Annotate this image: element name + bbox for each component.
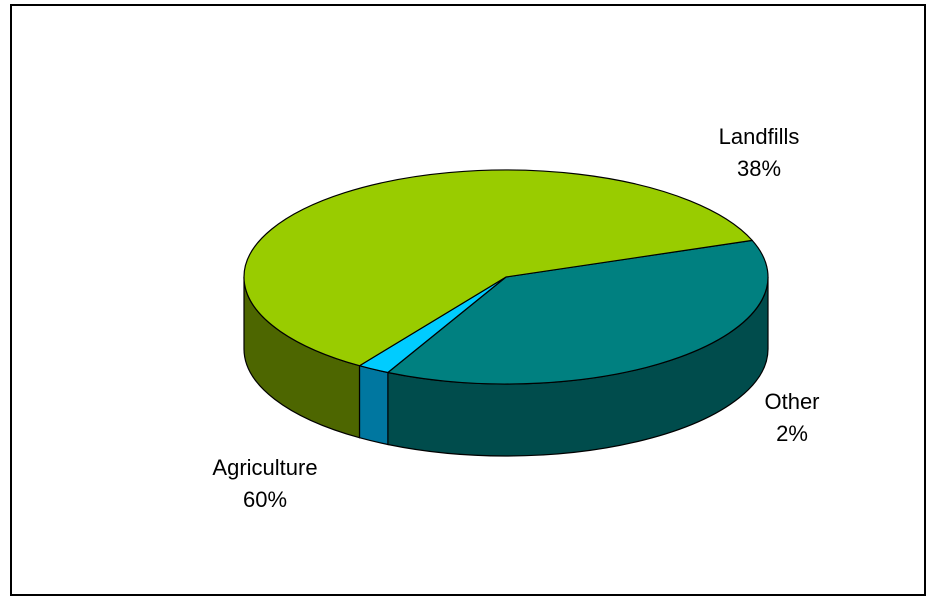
slice-category-other: Other [764, 389, 820, 414]
slice-percent-landfills: 38% [736, 156, 782, 181]
slice-percent-other: 2% [776, 421, 808, 446]
pie-chart [243, 169, 769, 457]
slice-category-landfills: Landfills [718, 124, 800, 149]
pie-tops [243, 169, 769, 385]
data-label-agriculture: Agriculture 60% [180, 452, 350, 516]
pie-slice-agriculture [243, 169, 753, 367]
slice-percent-agriculture: 60% [242, 487, 288, 512]
chart-area: Landfills 38% Other 2% Agriculture 60% [10, 4, 926, 596]
slice-category-agriculture: Agriculture [212, 455, 318, 480]
pie-side-other [358, 364, 389, 446]
data-label-other: Other 2% [747, 386, 837, 450]
data-label-landfills: Landfills 38% [694, 121, 824, 185]
pie-slice-landfills [387, 239, 769, 385]
